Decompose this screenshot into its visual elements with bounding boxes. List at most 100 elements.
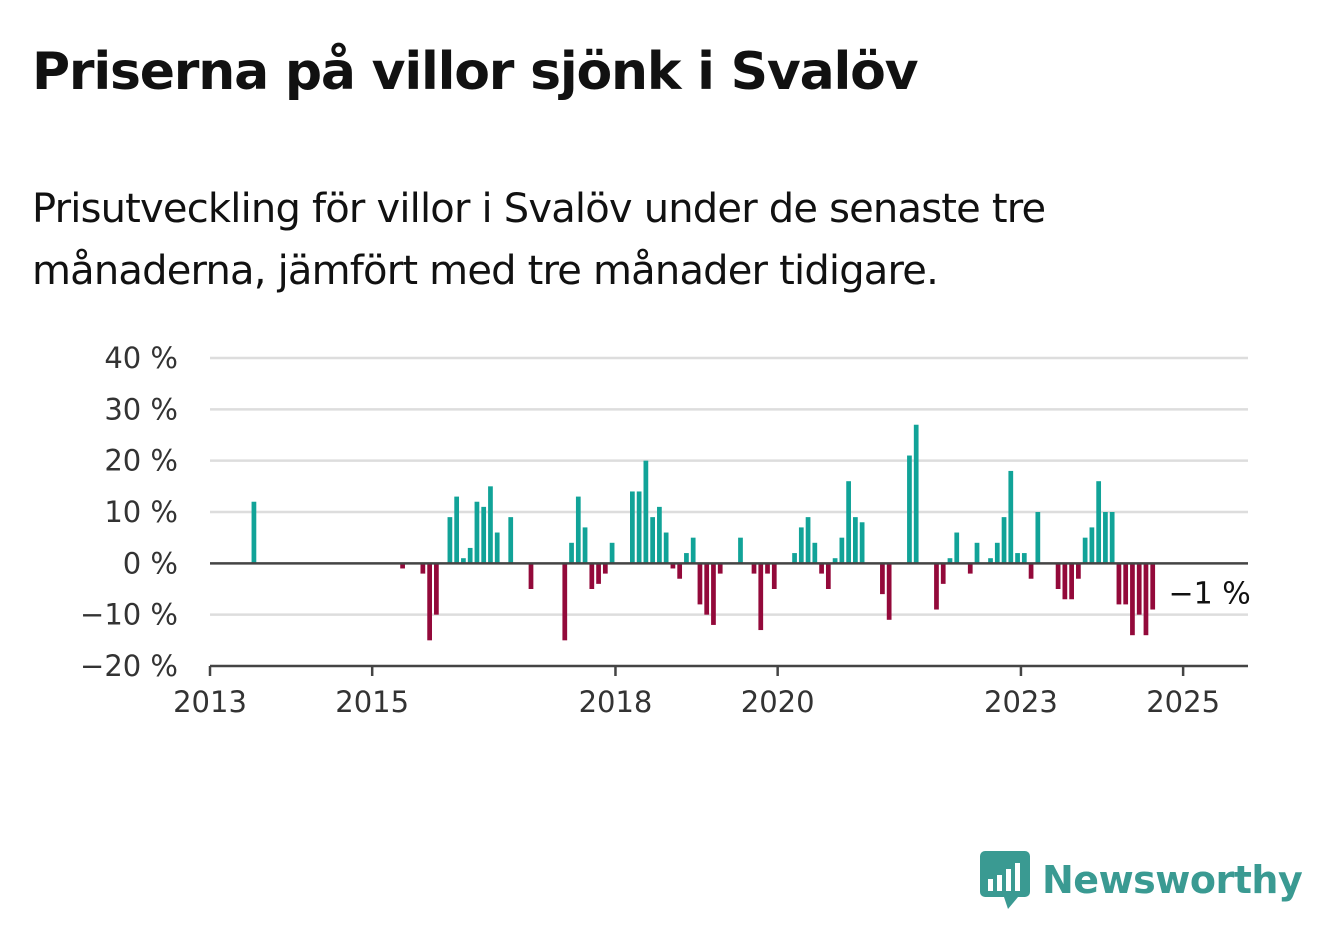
bar xyxy=(434,563,439,615)
bar xyxy=(792,553,797,564)
bar xyxy=(805,517,811,564)
bar xyxy=(994,542,1000,564)
bar xyxy=(1130,563,1135,636)
bar xyxy=(427,563,432,641)
x-tick-label: 2025 xyxy=(1146,685,1220,719)
bar xyxy=(765,563,770,574)
bar xyxy=(812,542,818,564)
y-tick-label: −10 % xyxy=(80,598,178,632)
y-tick-label: 10 % xyxy=(104,495,178,529)
x-axis-labels: 2013 2015 2018 2020 2023 2025 xyxy=(173,685,1220,719)
y-tick-label: 20 % xyxy=(104,444,178,478)
bar xyxy=(454,496,460,564)
bar xyxy=(461,558,466,564)
bar xyxy=(1055,563,1061,589)
bar xyxy=(481,506,487,564)
bar xyxy=(494,532,500,564)
bar xyxy=(562,563,568,641)
bar xyxy=(947,558,953,564)
bar xyxy=(447,517,453,564)
bar xyxy=(1015,553,1020,564)
bar-chart: 40 %30 %20 %10 %0 %−10 %−20 % 2013 2015 20… xyxy=(80,341,1254,719)
y-tick-label: −20 % xyxy=(80,649,178,683)
bar xyxy=(825,563,831,589)
bar xyxy=(467,547,473,564)
bar xyxy=(575,496,581,564)
x-tick-label: 2018 xyxy=(579,685,653,719)
bar xyxy=(569,542,574,564)
grid-lines xyxy=(210,356,1248,616)
bar xyxy=(1150,563,1156,610)
bar xyxy=(859,522,865,564)
bar xyxy=(528,563,534,589)
bar xyxy=(697,563,703,605)
bar xyxy=(717,563,723,574)
bar xyxy=(738,537,743,564)
bar xyxy=(751,563,757,574)
chart-subtitle: Prisutveckling för villor i Svalöv under… xyxy=(32,186,1046,294)
bar xyxy=(420,563,426,574)
bar xyxy=(1136,563,1142,615)
bar xyxy=(589,563,595,589)
bar xyxy=(974,542,980,564)
y-axis-labels: 40 % 30 % 20 % 10 % 0 % −10 % −20 % xyxy=(80,341,178,683)
x-tick-label: 2023 xyxy=(984,685,1058,719)
bar xyxy=(488,486,493,564)
bar xyxy=(596,563,601,584)
bar xyxy=(400,563,405,569)
bar xyxy=(1062,563,1068,600)
brand-logo: Newsworthy xyxy=(980,850,1303,910)
bar xyxy=(1082,537,1088,564)
bar xyxy=(940,563,946,584)
bar xyxy=(602,563,608,574)
bar-series xyxy=(251,424,1156,641)
bar xyxy=(508,517,514,564)
bar xyxy=(663,532,669,564)
last-value-label: −1 % xyxy=(1169,576,1251,611)
bar xyxy=(1096,481,1102,564)
bar xyxy=(907,455,912,564)
bar xyxy=(684,553,689,564)
bar xyxy=(839,537,845,564)
bar xyxy=(670,563,676,569)
bar xyxy=(954,532,960,564)
x-tick-label: 2020 xyxy=(741,685,815,719)
bar xyxy=(650,517,655,564)
bar xyxy=(1021,553,1027,564)
bar xyxy=(819,563,824,574)
bar xyxy=(758,563,764,631)
bar xyxy=(1001,517,1007,564)
bar xyxy=(711,563,716,625)
y-tick-label: 40 % xyxy=(104,341,178,375)
bar xyxy=(1089,527,1095,564)
bar xyxy=(1035,512,1041,564)
brand-name: Newsworthy xyxy=(1042,858,1303,902)
bar xyxy=(988,558,993,564)
axes xyxy=(208,562,1248,676)
bar xyxy=(1069,563,1074,600)
x-tick-label: 2013 xyxy=(173,685,247,719)
bar xyxy=(251,501,257,564)
bar xyxy=(846,481,851,564)
bar xyxy=(643,460,649,564)
bar xyxy=(1109,512,1115,564)
bar xyxy=(832,558,838,564)
bar xyxy=(1028,563,1034,579)
y-tick-label: 0 % xyxy=(123,546,178,580)
bar-chart-speech-bubble-icon xyxy=(980,851,1030,909)
bar xyxy=(1143,563,1149,636)
bar xyxy=(1123,563,1129,605)
bar xyxy=(1116,563,1122,605)
bar xyxy=(853,517,858,564)
bar xyxy=(636,491,642,564)
bar xyxy=(880,563,885,595)
bar xyxy=(630,491,635,564)
x-tick-label: 2015 xyxy=(335,685,409,719)
bar xyxy=(967,563,973,574)
y-tick-label: 30 % xyxy=(104,392,178,426)
bar xyxy=(1103,512,1108,564)
bar xyxy=(886,563,892,620)
bar xyxy=(677,563,683,579)
bar xyxy=(704,563,710,615)
bar xyxy=(771,563,777,589)
